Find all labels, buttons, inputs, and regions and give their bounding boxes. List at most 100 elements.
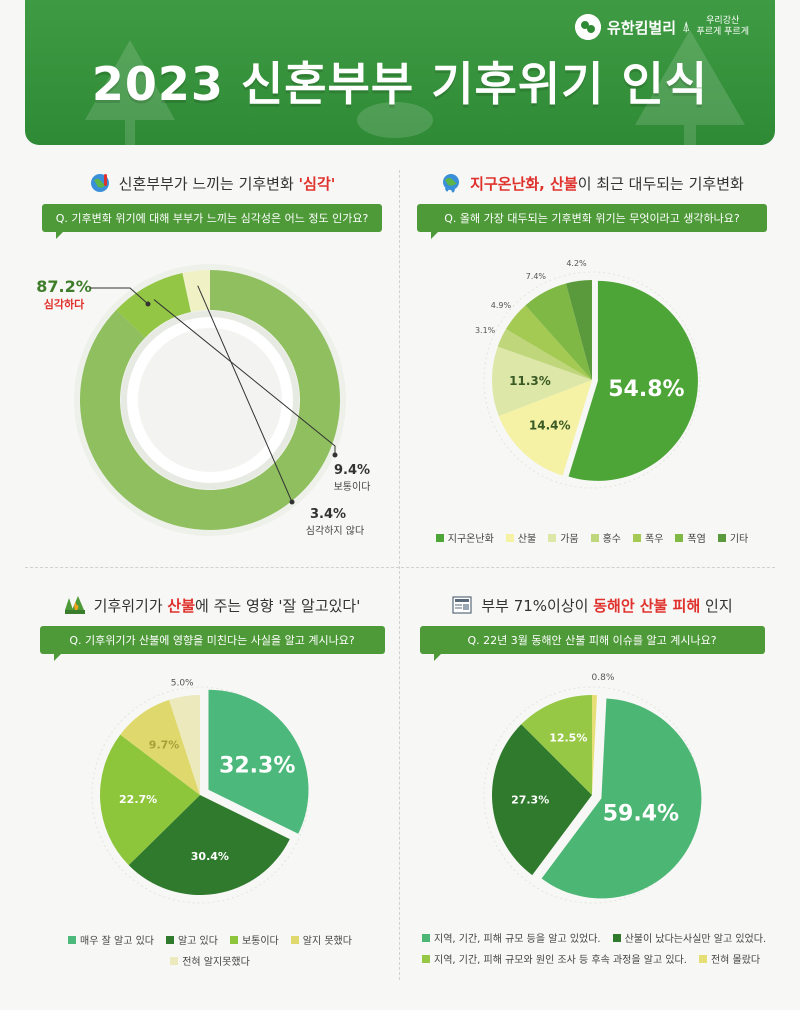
pie-slice bbox=[525, 283, 592, 380]
legend-label: 전혀 알지못했다 bbox=[182, 957, 250, 968]
title-highlight: 동해안 산불 피해 bbox=[593, 596, 701, 615]
question-box: Q. 기후변화 위기에 대해 부부가 느끼는 심각성은 어느 정도 인가요? bbox=[42, 204, 382, 239]
forest-fire-icon bbox=[64, 596, 85, 614]
brand-logo-icon bbox=[575, 14, 602, 40]
data-label: 11.3% bbox=[509, 374, 551, 388]
donut-chart: 87.2%심각하다 9.4% 보통이다 3.4% 심각하지 않다 bbox=[36, 264, 371, 537]
legend-item: 매우 잘 알고 있다 bbox=[68, 932, 154, 947]
data-label: 3.1% bbox=[475, 326, 496, 335]
legend-swatch bbox=[698, 954, 707, 963]
title-part: 인지 bbox=[700, 596, 733, 615]
panel-title: 부부 71%이상이 동해안 산불 피해 인지 bbox=[412, 590, 772, 620]
pie-slice bbox=[169, 695, 200, 795]
data-label: 30.4% bbox=[191, 850, 229, 863]
legend-item: 지역, 기간, 피해 규모 등을 알고 있었다. bbox=[422, 930, 601, 945]
legend-label: 산불이 났다는사실만 알고 있었다. bbox=[624, 934, 767, 945]
legend-label: 전혀 몰랐다 bbox=[710, 955, 761, 966]
panel-title-text: 기후위기가 산불에 주는 영향 '잘 알고있다' bbox=[94, 595, 361, 616]
tree-decoration-icon bbox=[635, 30, 745, 145]
data-label: 7.4% bbox=[526, 272, 547, 281]
data-label: 9.4% bbox=[334, 463, 370, 478]
vertical-divider bbox=[399, 170, 400, 980]
legend-swatch bbox=[422, 933, 430, 942]
data-label: 9.7% bbox=[149, 738, 180, 751]
leader-line bbox=[153, 299, 336, 455]
pie-slice bbox=[492, 724, 592, 876]
title-part: 신혼부부가 느끼는 기후변화 bbox=[118, 174, 299, 193]
legend-swatch bbox=[612, 933, 621, 942]
data-label: 0.8% bbox=[592, 673, 615, 683]
data-label: 보통이다 bbox=[334, 481, 371, 493]
pie-slice bbox=[498, 380, 592, 476]
question-box: Q. 올해 가장 대두되는 기후변화 위기는 무엇이라고 생각하나요? bbox=[417, 204, 767, 239]
leader-dot bbox=[289, 499, 295, 505]
legend-item: 가뭄 bbox=[548, 530, 579, 545]
legend-swatch bbox=[505, 533, 514, 542]
legend-label: 지역, 기간, 피해 규모 등을 알고 있었다. bbox=[434, 934, 601, 945]
legend-item: 산불이 났다는사실만 알고 있었다. bbox=[612, 930, 767, 945]
data-label: 59.4% bbox=[603, 802, 679, 827]
leader-line bbox=[197, 285, 293, 503]
leader-line bbox=[90, 287, 149, 305]
legend-swatch bbox=[548, 533, 557, 542]
data-label: 27.3% bbox=[511, 793, 549, 806]
legend-label: 가뭄 bbox=[560, 534, 579, 545]
legend-label: 매우 잘 알고 있다 bbox=[80, 936, 154, 947]
data-label: 4.2% bbox=[566, 259, 587, 268]
data-label: 32.3% bbox=[219, 753, 295, 778]
pie-slice bbox=[592, 695, 598, 795]
data-label: 12.5% bbox=[549, 732, 587, 745]
panel-title-text: 신혼부부가 느끼는 기후변화 '심각' bbox=[119, 173, 336, 194]
pie-chart: 32.3% 30.4% 22.7% 9.7% 5.0% bbox=[91, 678, 309, 904]
legend-label: 지구온난화 bbox=[447, 534, 494, 545]
panel-title-text: 부부 71%이상이 동해안 산불 피해 인지 bbox=[481, 595, 732, 616]
legend-swatch bbox=[170, 956, 179, 965]
pie-slice bbox=[541, 698, 702, 899]
legend-swatch bbox=[68, 935, 77, 944]
donut-inner-decoration bbox=[138, 328, 282, 472]
melting-earth-icon bbox=[443, 174, 460, 193]
legend-label: 알고 있다 bbox=[177, 936, 218, 947]
title-highlight: '심각' bbox=[298, 174, 336, 193]
legend-label: 폭우 bbox=[645, 534, 664, 545]
legend-label: 기타 bbox=[729, 534, 749, 545]
pie-slice bbox=[497, 329, 592, 380]
legend-item: 보통이다 bbox=[229, 932, 279, 947]
earth-thermometer-icon bbox=[90, 174, 109, 192]
title-part: 이 최근 대두되는 기후변화 bbox=[577, 174, 744, 193]
header-banner: 유한킴벌리 ⍋ 우리강산 푸르게 푸르게 2023 신혼부부 기후위기 인식 bbox=[25, 0, 775, 145]
panel-seriousness: 신혼부부가 느끼는 기후변화 '심각' Q. 기후변화 위기에 대해 부부가 느… bbox=[32, 168, 392, 239]
panel-title-text: 지구온난화, 산불이 최근 대두되는 기후변화 bbox=[470, 173, 744, 194]
donut-slice bbox=[116, 272, 191, 338]
data-label: 4.9% bbox=[491, 301, 512, 310]
legend-label: 폭염 bbox=[687, 534, 706, 545]
legend-item: 폭염 bbox=[675, 530, 706, 545]
legend-swatch bbox=[633, 533, 641, 542]
pie-outline bbox=[483, 271, 701, 489]
panel-climate-issues: 지구온난화, 산불이 최근 대두되는 기후변화 Q. 올해 가장 대두되는 기후… bbox=[412, 168, 772, 239]
legend-item: 지구온난화 bbox=[435, 530, 494, 545]
pie-slice bbox=[128, 795, 290, 895]
legend-swatch bbox=[422, 954, 430, 963]
tree-decoration-icon bbox=[85, 40, 175, 145]
legend-label: 홍수 bbox=[602, 534, 621, 545]
panel-east-coast-fire: 부부 71%이상이 동해안 산불 피해 인지 Q. 22년 3월 동해안 산불 … bbox=[412, 590, 772, 661]
legend-label: 지역, 기간, 피해 규모와 원인 조사 등 후속 과정을 알고 있다. bbox=[434, 955, 687, 966]
data-label: 87.2% bbox=[36, 277, 92, 296]
legend-item: 전혀 몰랐다 bbox=[698, 951, 761, 966]
legend-item: 산불 bbox=[505, 530, 536, 545]
legend-swatch bbox=[435, 533, 444, 542]
panel-title: 지구온난화, 산불이 최근 대두되는 기후변화 bbox=[412, 168, 772, 198]
pie-slice bbox=[565, 280, 592, 380]
legend-item: 기타 bbox=[717, 530, 749, 545]
data-label: 5.0% bbox=[171, 678, 194, 688]
title-part: 부부 71%이상이 bbox=[481, 596, 594, 615]
news-icon bbox=[452, 596, 472, 614]
title-part: 기후위기가 bbox=[93, 596, 168, 615]
pie-slice bbox=[99, 734, 200, 866]
legend-item: 알지 못했다 bbox=[290, 932, 352, 947]
chart-legend: 지역, 기간, 피해 규모 등을 알고 있었다. 산불이 났다는사실만 알고 있었… bbox=[412, 930, 772, 966]
pie-slice bbox=[120, 699, 200, 795]
pie-slice bbox=[505, 305, 592, 380]
